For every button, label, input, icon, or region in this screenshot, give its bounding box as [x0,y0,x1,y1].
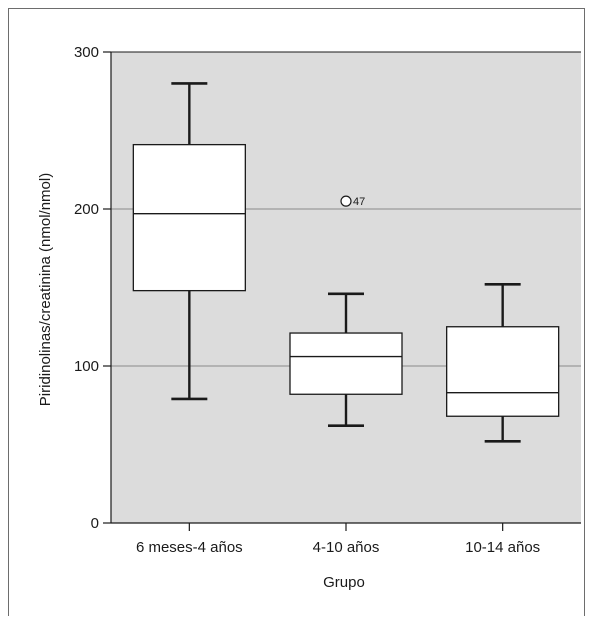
y-ticks: 0 100 200 300 [74,44,111,532]
y-tick-label: 200 [74,201,99,218]
x-ticks: 6 meses-4 años 4-10 años 10-14 años [136,523,540,556]
outlier-label: 47 [353,196,365,208]
box-group: 47 [289,195,403,427]
figure-frame [8,8,585,616]
outlier-point [340,195,352,207]
x-tick-label: 4-10 años [313,539,380,556]
box-iqr [289,332,403,395]
box-group [132,82,246,401]
y-tick-label: 100 [74,358,99,375]
box-iqr [446,326,560,417]
box-iqr [132,143,246,292]
x-tick-label: 10-14 años [465,539,540,556]
box-group [446,283,560,443]
x-axis-title: Grupo [323,574,365,591]
y-tick-label: 300 [74,44,99,61]
boxes: 47 [132,82,560,443]
y-axis-title: Piridinolinas/creatinina (nmol/nmol) [37,173,54,406]
y-tick-label: 0 [91,515,99,532]
x-tick-label: 6 meses-4 años [136,539,243,556]
